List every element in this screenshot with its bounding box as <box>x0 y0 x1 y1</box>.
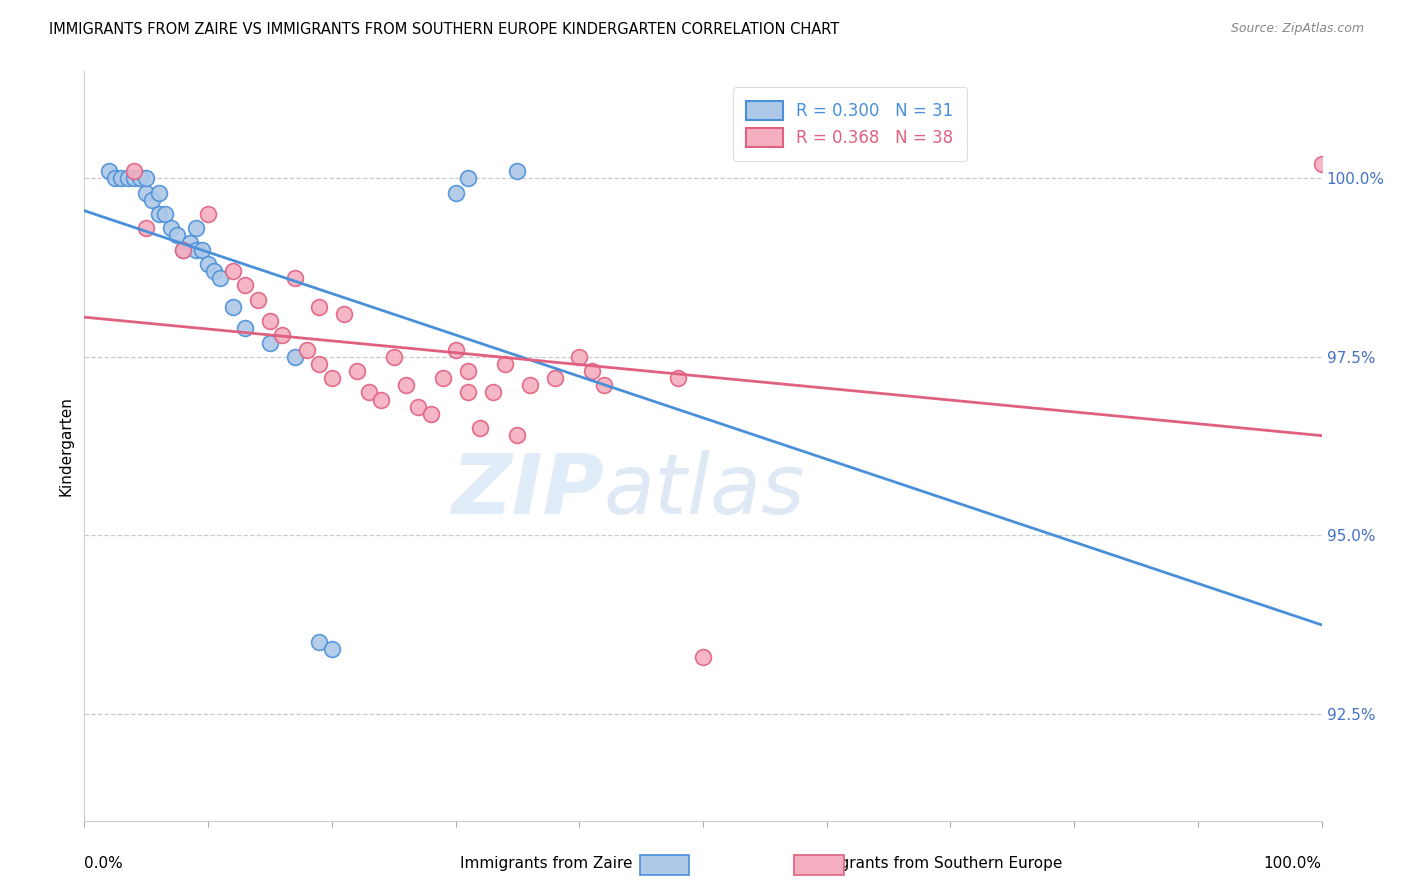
Point <box>382 350 405 364</box>
Point <box>346 364 368 378</box>
Point <box>98 164 121 178</box>
Text: 100.0%: 100.0% <box>1264 856 1322 871</box>
Point <box>666 371 689 385</box>
Point <box>419 407 441 421</box>
Point <box>284 271 307 285</box>
Point <box>148 186 170 200</box>
Point <box>184 243 207 257</box>
Point <box>135 221 157 235</box>
Point <box>271 328 294 343</box>
Point <box>1310 157 1333 171</box>
Text: Immigrants from Zaire: Immigrants from Zaire <box>460 856 633 871</box>
Point <box>160 221 183 235</box>
Text: Immigrants from Southern Europe: Immigrants from Southern Europe <box>801 856 1063 871</box>
Point <box>122 164 145 178</box>
Legend: R = 0.300   N = 31, R = 0.368   N = 38: R = 0.300 N = 31, R = 0.368 N = 38 <box>733 87 967 161</box>
Point <box>692 649 714 664</box>
Point <box>172 243 194 257</box>
Text: IMMIGRANTS FROM ZAIRE VS IMMIGRANTS FROM SOUTHERN EUROPE KINDERGARTEN CORRELATIO: IMMIGRANTS FROM ZAIRE VS IMMIGRANTS FROM… <box>49 22 839 37</box>
Point <box>494 357 516 371</box>
Point <box>295 343 318 357</box>
Point <box>481 385 503 400</box>
Point <box>333 307 356 321</box>
Point <box>135 186 157 200</box>
Point <box>457 385 479 400</box>
Point <box>202 264 225 278</box>
Point <box>129 171 152 186</box>
Point <box>321 642 343 657</box>
Point <box>308 357 330 371</box>
Point <box>209 271 232 285</box>
Text: atlas: atlas <box>605 450 806 532</box>
Point <box>308 300 330 314</box>
Point <box>233 321 256 335</box>
Point <box>457 171 479 186</box>
Point <box>593 378 616 392</box>
Point <box>308 635 330 649</box>
Point <box>444 343 467 357</box>
Point <box>117 171 139 186</box>
Point <box>197 207 219 221</box>
Point <box>148 207 170 221</box>
Point <box>457 364 479 378</box>
Point <box>141 193 163 207</box>
Point <box>444 186 467 200</box>
Point <box>470 421 492 435</box>
Point <box>432 371 454 385</box>
Point <box>233 278 256 293</box>
Point <box>568 350 591 364</box>
Point <box>543 371 565 385</box>
Point <box>370 392 392 407</box>
Point <box>259 314 281 328</box>
Point <box>581 364 603 378</box>
Point <box>222 300 245 314</box>
Point <box>191 243 214 257</box>
Point <box>197 257 219 271</box>
Point <box>246 293 269 307</box>
Point <box>259 335 281 350</box>
Point <box>104 171 127 186</box>
Point <box>506 428 529 442</box>
Text: Source: ZipAtlas.com: Source: ZipAtlas.com <box>1230 22 1364 36</box>
Point <box>321 371 343 385</box>
Point <box>519 378 541 392</box>
Point <box>408 400 430 414</box>
Point <box>172 243 194 257</box>
Point <box>153 207 176 221</box>
Point <box>395 378 418 392</box>
Point <box>110 171 132 186</box>
Text: ZIP: ZIP <box>451 450 605 532</box>
Point <box>184 221 207 235</box>
Text: 0.0%: 0.0% <box>84 856 124 871</box>
Point <box>122 171 145 186</box>
Point <box>284 350 307 364</box>
Point <box>222 264 245 278</box>
Y-axis label: Kindergarten: Kindergarten <box>58 396 73 496</box>
Point <box>506 164 529 178</box>
Point <box>166 228 188 243</box>
Point <box>357 385 380 400</box>
Point <box>135 171 157 186</box>
Point <box>179 235 201 250</box>
